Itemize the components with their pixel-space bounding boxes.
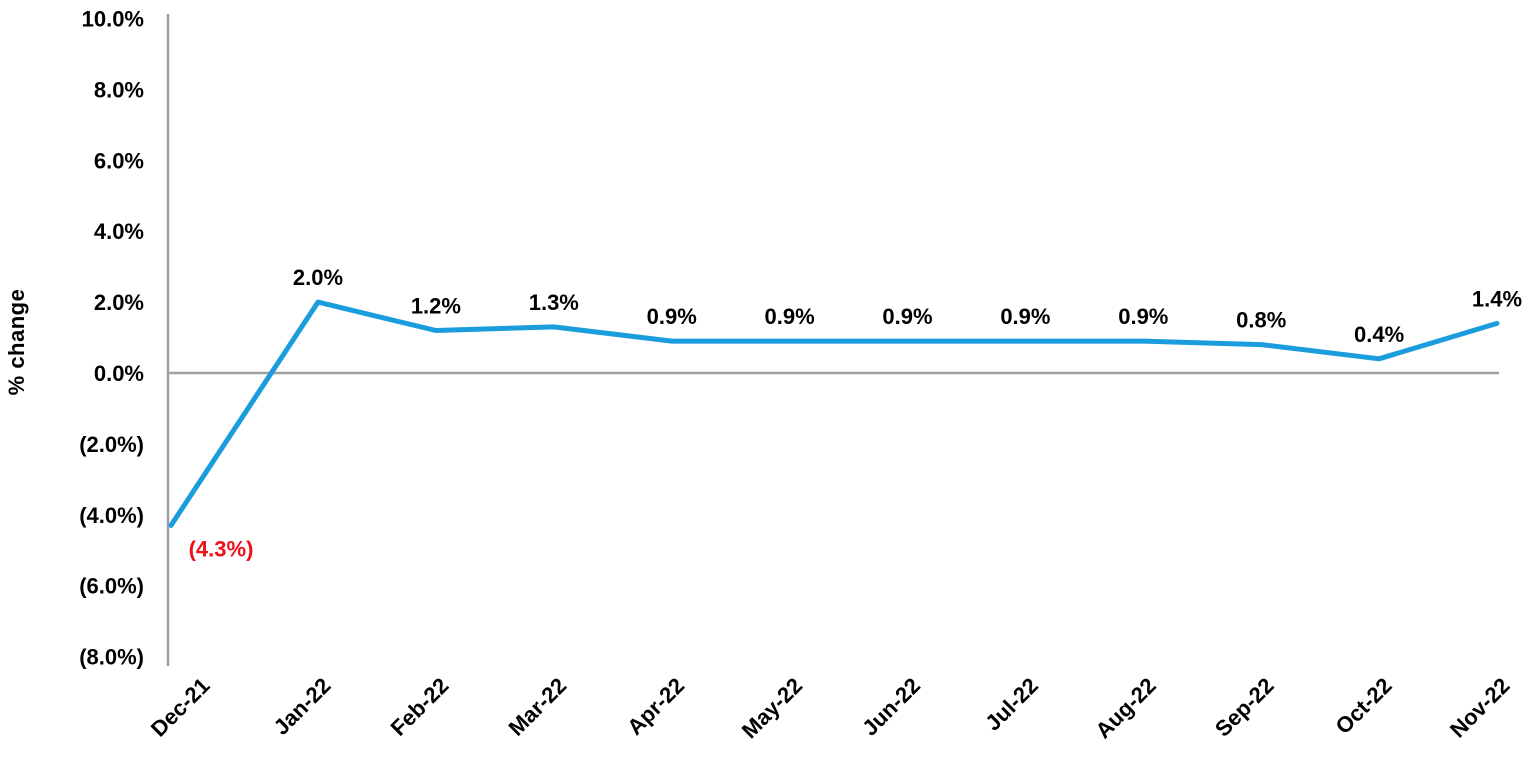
x-tick-label: Jul-22 xyxy=(980,673,1043,736)
y-tick-label: (6.0%) xyxy=(79,574,144,599)
data-label: 0.9% xyxy=(647,304,697,329)
data-label: 1.3% xyxy=(529,290,579,315)
x-tick-label: Jun-22 xyxy=(857,673,925,741)
data-label: 1.2% xyxy=(411,293,461,318)
x-tick-label: Nov-22 xyxy=(1445,673,1515,743)
x-tick-label: Aug-22 xyxy=(1090,673,1160,743)
y-tick-label: 0.0% xyxy=(94,361,144,386)
y-tick-label: 10.0% xyxy=(82,7,144,32)
x-tick-label: Jan-22 xyxy=(269,673,336,740)
data-label: 0.9% xyxy=(765,304,815,329)
series-line xyxy=(168,299,1500,528)
y-tick-label: (2.0%) xyxy=(79,432,144,457)
y-axis-title: % change xyxy=(4,288,29,396)
x-tick-label: Dec-21 xyxy=(146,673,215,742)
data-label: 0.4% xyxy=(1354,322,1404,347)
x-tick-label: Apr-22 xyxy=(622,673,689,740)
y-tick-label: (4.0%) xyxy=(79,503,144,528)
x-tick-label: Oct-22 xyxy=(1331,673,1397,739)
y-tick-label: 2.0% xyxy=(94,290,144,315)
data-label: 2.0% xyxy=(293,265,343,290)
data-label: 1.4% xyxy=(1472,286,1522,311)
y-tick-label: 8.0% xyxy=(94,77,144,102)
data-label: 0.9% xyxy=(882,304,932,329)
x-tick-label: Mar-22 xyxy=(504,673,572,741)
x-tick-label: Sep-22 xyxy=(1210,673,1279,742)
data-label: 0.9% xyxy=(1000,304,1050,329)
x-tick-label: May-22 xyxy=(737,673,807,743)
y-tick-label: 6.0% xyxy=(94,148,144,173)
x-tick-label: Feb-22 xyxy=(386,673,454,741)
y-tick-label: 4.0% xyxy=(94,219,144,244)
data-label: (4.3%) xyxy=(189,536,254,561)
data-label: 0.8% xyxy=(1236,308,1286,333)
data-label: 0.9% xyxy=(1118,304,1168,329)
y-tick-label: (8.0%) xyxy=(79,645,144,670)
